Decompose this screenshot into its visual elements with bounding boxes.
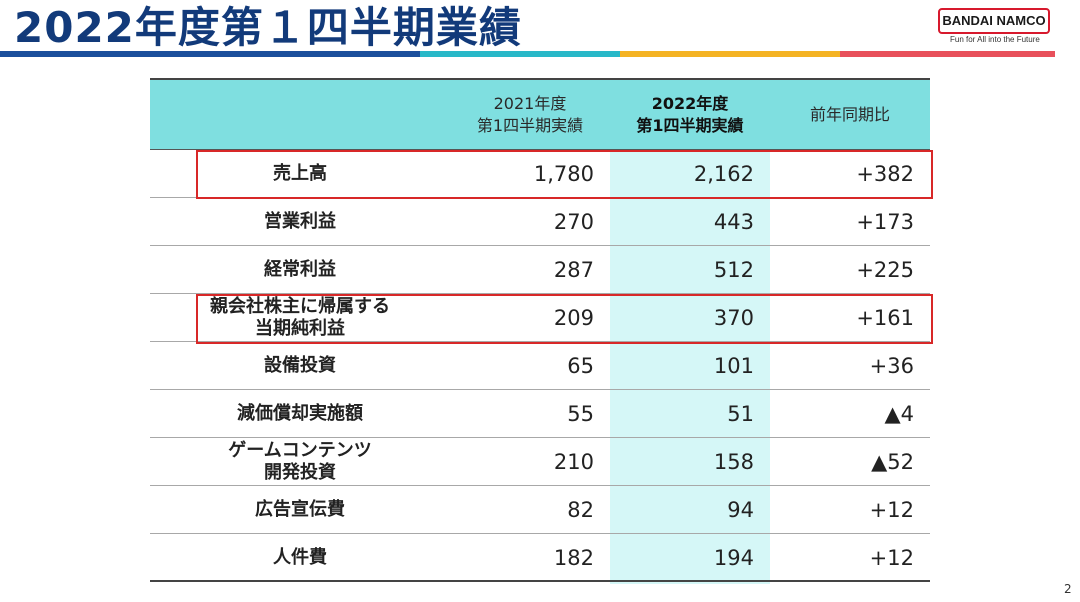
value-fy2022: 158 bbox=[713, 449, 754, 474]
highlight-box-net-sales bbox=[196, 150, 933, 199]
value-yoy: +12 bbox=[869, 545, 914, 570]
value-yoy: ▲52 bbox=[871, 449, 914, 474]
value-fy2022: 2,162 bbox=[693, 161, 754, 186]
value-fy2022: 101 bbox=[713, 353, 754, 378]
table-row: ゲームコンテンツ 開発投資 210 158 ▲52 bbox=[150, 438, 930, 486]
table-row: 経常利益 287 512 +225 bbox=[150, 246, 930, 294]
value-fy2022: 443 bbox=[713, 209, 754, 234]
value-fy2022: 51 bbox=[727, 401, 754, 426]
value-fy2021: 209 bbox=[553, 305, 594, 330]
value-fy2021: 82 bbox=[567, 497, 594, 522]
value-fy2022: 512 bbox=[713, 257, 754, 282]
table-header: 2021年度 第1四半期実績 2022年度 第1四半期実績 前年同期比 bbox=[150, 78, 930, 150]
highlight-box-net-income bbox=[196, 294, 933, 344]
value-fy2021: 270 bbox=[553, 209, 594, 234]
table-body: 売上高 1,780 2,162 +382 営業利益 270 443 +173 経常利益 287 51… bbox=[150, 150, 930, 582]
table-row: 人件費 182 194 +12 bbox=[150, 534, 930, 582]
results-table: 2021年度 第1四半期実績 2022年度 第1四半期実績 前年同期比 売上高 1… bbox=[150, 78, 930, 584]
row-label: 売上高 bbox=[273, 162, 327, 184]
row-label: 人件費 bbox=[273, 546, 327, 568]
page-number: 2 bbox=[1064, 582, 1072, 596]
row-label: 減価償却実施額 bbox=[237, 402, 363, 424]
row-label: 親会社株主に帰属する 当期純利益 bbox=[210, 295, 390, 339]
value-yoy: +36 bbox=[869, 353, 914, 378]
title-underline-blue bbox=[0, 51, 420, 57]
fy2022-highlight-column bbox=[610, 150, 770, 584]
table-row: 減価償却実施額 55 51 ▲4 bbox=[150, 390, 930, 438]
row-label: 設備投資 bbox=[264, 354, 336, 376]
header-fy2021-q1: 2021年度 第1四半期実績 bbox=[476, 94, 584, 135]
value-fy2021: 65 bbox=[567, 353, 594, 378]
value-fy2021: 287 bbox=[553, 257, 594, 282]
value-fy2021: 210 bbox=[553, 449, 594, 474]
value-yoy: +382 bbox=[856, 161, 914, 186]
row-label: 経常利益 bbox=[264, 258, 336, 280]
value-yoy: +12 bbox=[869, 497, 914, 522]
title-underline-red bbox=[840, 51, 1055, 57]
table-row: 設備投資 65 101 +36 bbox=[150, 342, 930, 390]
value-fy2022: 94 bbox=[727, 497, 754, 522]
value-fy2022: 194 bbox=[713, 545, 754, 570]
company-logo: BANDAI NAMCO bbox=[938, 8, 1050, 34]
logo-tagline: Fun for All into the Future bbox=[950, 35, 1040, 44]
value-yoy: ▲4 bbox=[884, 401, 914, 426]
row-label: 営業利益 bbox=[264, 210, 336, 232]
value-fy2021: 55 bbox=[567, 401, 594, 426]
header-yoy: 前年同期比 bbox=[809, 105, 890, 124]
row-label: 広告宣伝費 bbox=[255, 498, 345, 520]
value-fy2021: 1,780 bbox=[533, 161, 594, 186]
header-label-column bbox=[150, 80, 450, 150]
value-yoy: +173 bbox=[856, 209, 914, 234]
header-fy2022-q1: 2022年度 第1四半期実績 bbox=[636, 94, 744, 135]
page-title: 2022年度第１四半期業績 bbox=[14, 3, 522, 52]
title-underline-yellow bbox=[620, 51, 840, 57]
value-fy2021: 182 bbox=[553, 545, 594, 570]
table-row: 広告宣伝費 82 94 +12 bbox=[150, 486, 930, 534]
table-row: 親会社株主に帰属する 当期純利益 209 370 +161 bbox=[150, 294, 930, 342]
title-underline-teal bbox=[420, 51, 620, 57]
value-fy2022: 370 bbox=[713, 305, 754, 330]
value-yoy: +225 bbox=[856, 257, 914, 282]
table-row: 営業利益 270 443 +173 bbox=[150, 198, 930, 246]
value-yoy: +161 bbox=[856, 305, 914, 330]
row-label: ゲームコンテンツ 開発投資 bbox=[228, 439, 372, 483]
